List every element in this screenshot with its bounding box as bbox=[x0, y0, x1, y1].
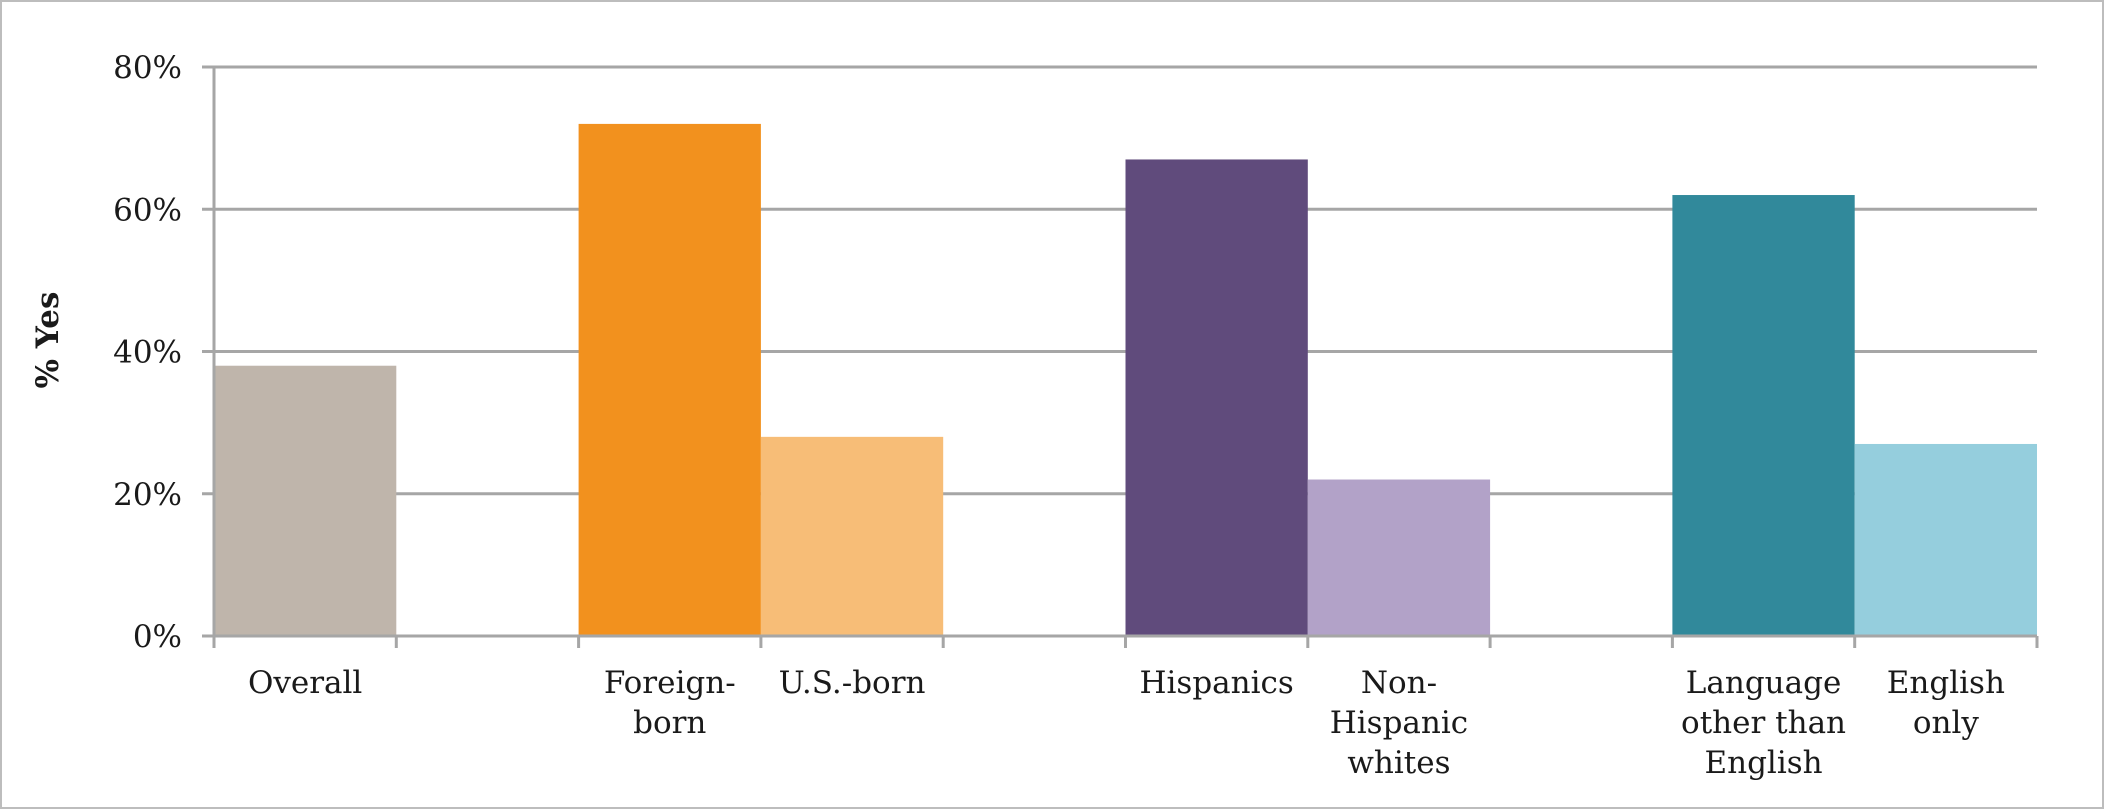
category-label: English bbox=[1704, 745, 1822, 781]
bar bbox=[760, 436, 944, 636]
bar bbox=[1125, 159, 1308, 636]
bars bbox=[214, 123, 2037, 636]
category-label: Foreign- bbox=[604, 665, 736, 701]
category-label: only bbox=[1913, 705, 1980, 741]
category-label: whites bbox=[1347, 745, 1450, 781]
category-label: born bbox=[633, 705, 706, 741]
y-axis-label: % Yes bbox=[30, 292, 66, 389]
x-axis bbox=[202, 67, 2039, 648]
y-tick-label: 40% bbox=[113, 335, 182, 371]
x-axis-category-labels: Overall Foreign-born U.S.-born Hispanics Non… bbox=[248, 665, 2005, 781]
category-label: Hispanics bbox=[1139, 665, 1293, 701]
bar bbox=[1672, 195, 1855, 636]
category-label: Hispanic bbox=[1330, 705, 1468, 741]
category-label: U.S.-born bbox=[779, 665, 926, 701]
category-label: Language bbox=[1686, 665, 1842, 701]
y-tick-label: 60% bbox=[113, 192, 182, 228]
y-tick-label: 20% bbox=[113, 477, 182, 513]
category-label: other than bbox=[1681, 705, 1846, 741]
bar bbox=[578, 123, 761, 636]
bar bbox=[214, 365, 397, 636]
category-label: English bbox=[1887, 665, 2005, 701]
bar bbox=[1307, 479, 1491, 636]
category-label: Non- bbox=[1361, 665, 1437, 701]
bar bbox=[1854, 443, 2037, 636]
category-label: Overall bbox=[248, 665, 362, 701]
y-tick-label: 0% bbox=[133, 619, 182, 655]
y-tick-label: 80% bbox=[113, 50, 182, 86]
y-axis-tick-labels: 0% 20% 40% 60% 80% bbox=[113, 50, 182, 655]
